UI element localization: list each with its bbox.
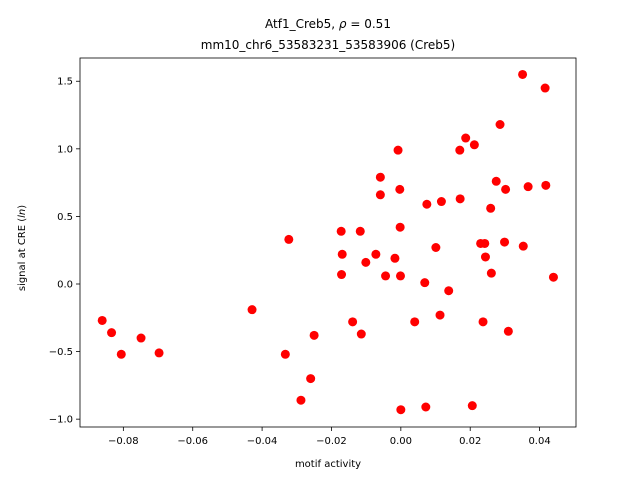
data-point-25 <box>395 222 405 232</box>
chart-title-rho: ρ <box>339 17 347 31</box>
data-point-57 <box>548 272 558 282</box>
data-point-44 <box>480 252 490 262</box>
data-point-29 <box>420 278 430 288</box>
data-point-20 <box>375 190 385 200</box>
y-tick-label-3: 0.5 <box>57 212 73 223</box>
y-tick-label-5: 1.5 <box>57 77 73 88</box>
plot-frame <box>79 57 577 428</box>
data-point-5 <box>247 305 257 315</box>
data-point-39 <box>467 401 477 411</box>
data-point-16 <box>356 329 366 339</box>
data-point-10 <box>309 330 319 340</box>
y-tick-label-0: −1.0 <box>49 415 73 426</box>
data-point-40 <box>469 140 479 150</box>
y-tick-label-4: 1.0 <box>57 144 73 155</box>
data-point-21 <box>381 271 391 281</box>
data-point-17 <box>361 257 371 267</box>
data-point-8 <box>296 395 306 405</box>
points-layer <box>97 69 558 415</box>
data-point-42 <box>478 317 488 327</box>
data-point-9 <box>306 374 316 384</box>
data-point-36 <box>455 145 465 155</box>
data-point-7 <box>284 234 294 244</box>
data-point-33 <box>435 310 445 320</box>
y-tick-label-1: −0.5 <box>49 347 73 358</box>
data-point-27 <box>396 405 406 415</box>
chart-subtitle: mm10_chr6_53583231_53583906 (Creb5) <box>201 38 455 52</box>
data-point-55 <box>540 83 550 93</box>
x-axis-label: motif activity <box>295 459 361 470</box>
y-tick-label-2: 0.0 <box>57 279 73 290</box>
y-axis-label-ln: ln <box>17 209 28 218</box>
x-tick-label-1: −0.06 <box>177 436 208 447</box>
data-point-34 <box>436 197 446 207</box>
x-tick-label-2: −0.04 <box>247 436 278 447</box>
data-point-11 <box>336 226 346 236</box>
data-point-3 <box>136 333 146 343</box>
data-point-54 <box>523 182 533 192</box>
data-point-28 <box>410 317 420 327</box>
chart-title: Atf1_Creb5, ρ = 0.51 <box>265 17 391 31</box>
data-point-4 <box>154 348 164 358</box>
data-point-23 <box>393 145 403 155</box>
data-point-47 <box>491 176 501 186</box>
x-tick-label-4: 0.00 <box>390 436 412 447</box>
data-point-12 <box>337 249 347 259</box>
x-tick-label-0: −0.08 <box>108 436 139 447</box>
data-point-31 <box>422 199 432 209</box>
data-point-22 <box>390 253 400 263</box>
data-point-30 <box>421 402 431 412</box>
data-point-37 <box>455 194 465 204</box>
x-tick-label-5: 0.02 <box>459 436 481 447</box>
data-point-32 <box>431 243 441 252</box>
data-point-2 <box>116 349 126 359</box>
data-point-52 <box>518 69 528 79</box>
data-point-45 <box>486 203 496 213</box>
data-point-35 <box>444 286 454 296</box>
y-axis-label-close: ) <box>17 205 28 209</box>
data-point-14 <box>348 317 358 327</box>
data-point-48 <box>495 120 505 129</box>
x-tick-label-6: 0.04 <box>528 436 550 447</box>
data-point-24 <box>395 184 405 194</box>
x-tick-label-3: −0.02 <box>316 436 347 447</box>
chart-title-suffix: = 0.51 <box>347 17 391 31</box>
data-point-19 <box>375 172 385 182</box>
data-point-50 <box>501 184 511 194</box>
data-point-15 <box>355 226 365 236</box>
data-point-18 <box>371 249 381 259</box>
data-point-43 <box>480 238 490 248</box>
data-point-46 <box>486 268 496 278</box>
axes-layer: −0.08 −0.06 −0.04 −0.02 0.00 0.02 0.04 −1.0 −0.5… <box>49 57 577 447</box>
y-axis-label-main: signal at CRE ( <box>17 218 28 291</box>
y-axis-label: signal at CRE (ln) <box>17 205 28 291</box>
data-point-26 <box>395 271 405 281</box>
data-point-6 <box>280 349 290 359</box>
data-point-1 <box>107 328 117 338</box>
data-point-13 <box>337 270 347 280</box>
chart-title-prefix: Atf1_Creb5, <box>265 17 339 31</box>
data-point-56 <box>541 180 551 190</box>
data-point-38 <box>461 133 471 143</box>
data-point-49 <box>500 237 510 247</box>
data-point-51 <box>503 326 513 336</box>
data-point-0 <box>97 315 107 325</box>
data-point-53 <box>518 241 528 251</box>
